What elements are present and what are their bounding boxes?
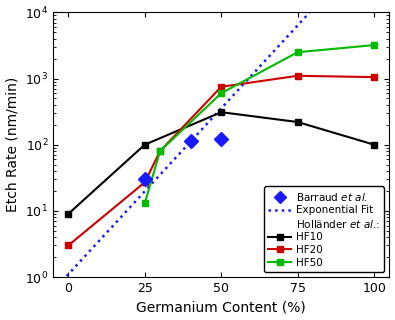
Legend: Barraud $et\ al.$, Exponential Fit, Holländer $et\ al$.:, HF10, HF20, HF50: Barraud $et\ al.$, Exponential Fit, Holl… [264,187,384,272]
X-axis label: Germanium Content (%): Germanium Content (%) [136,300,306,315]
Y-axis label: Etch Rate (nm/min): Etch Rate (nm/min) [6,77,20,212]
